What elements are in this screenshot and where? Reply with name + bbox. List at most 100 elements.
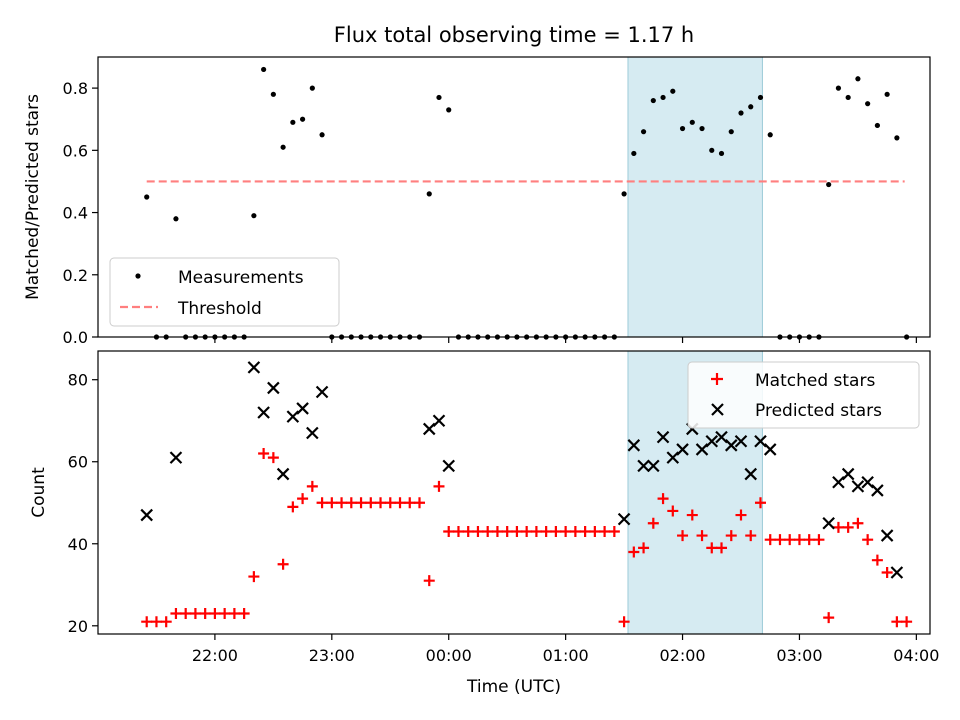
measurement-point <box>621 191 627 197</box>
predicted-stars-point <box>315 385 329 399</box>
top-y-axis-label: Matched/Predicted stars <box>23 94 43 300</box>
matched-stars-point <box>423 575 435 587</box>
matched-stars-point <box>901 616 913 628</box>
measurement-point <box>679 125 686 132</box>
matched-stars-point <box>452 525 464 537</box>
matched-stars-point <box>657 493 669 505</box>
measurement-point <box>689 119 695 125</box>
matched-stars-point <box>141 616 153 628</box>
matched-stars-point <box>267 452 279 464</box>
matched-stars-point <box>199 607 211 619</box>
matched-stars-point <box>472 525 484 537</box>
matched-stars-point <box>784 534 796 546</box>
measurement-point <box>446 107 452 113</box>
measurement-point <box>767 132 773 138</box>
predicted-stars-point <box>744 467 758 481</box>
matched-stars-point <box>677 530 689 542</box>
y-tick-label: 60 <box>68 453 88 472</box>
predicted-stars-point <box>734 434 748 448</box>
matched-stars-point <box>228 607 240 619</box>
predicted-stars-point <box>851 480 865 493</box>
matched-stars-point <box>579 525 591 537</box>
measurement-point <box>290 119 296 125</box>
matched-stars-point <box>599 525 611 537</box>
predicted-stars-point <box>276 467 290 481</box>
predicted-stars-point <box>432 414 446 428</box>
measurement-point <box>660 94 666 101</box>
matched-stars-point <box>521 525 533 537</box>
matched-stars-point <box>238 607 250 619</box>
matched-stars-point <box>413 497 425 509</box>
x-tick-label: 01:00 <box>543 646 589 665</box>
predicted-stars-point <box>647 459 660 473</box>
matched-stars-point <box>316 497 328 509</box>
matched-stars-point <box>345 497 357 509</box>
matched-stars-point <box>277 558 289 570</box>
matched-stars-point <box>462 525 474 537</box>
matched-stars-point <box>375 497 387 509</box>
matched-stars-point <box>355 497 367 509</box>
predicted-stars-point <box>169 451 183 464</box>
predicted-stars-point <box>637 459 650 473</box>
bottom-x-ticks: 22:00 23:00 00:00 01:00 02:00 03:00 04:00 <box>192 634 939 665</box>
matched-stars-point <box>511 525 523 537</box>
measurement-point <box>261 66 267 73</box>
matched-stars-point <box>608 525 620 537</box>
matched-stars-point <box>793 534 805 546</box>
measurement-point <box>826 181 832 188</box>
matched-stars-point <box>638 542 650 554</box>
top-legend: Measurements Threshold <box>109 257 340 327</box>
matched-stars-point <box>842 521 854 533</box>
x-tick-label: 03:00 <box>776 646 822 665</box>
measurement-point <box>144 194 150 200</box>
measurement-point <box>270 91 276 97</box>
matched-stars-point <box>404 497 416 509</box>
top-legend-box <box>109 257 340 327</box>
measurement-point <box>251 213 257 219</box>
predicted-stars-point <box>140 508 153 522</box>
measurement-point <box>845 94 851 101</box>
matched-stars-point <box>745 530 757 542</box>
predicted-stars-point <box>676 443 689 456</box>
legend-predicted-marker <box>711 403 724 416</box>
matched-stars-point <box>287 501 299 513</box>
measurement-point <box>718 150 725 157</box>
legend-measurements-label: Measurements <box>178 268 304 288</box>
measurement-point <box>728 129 734 135</box>
y-tick-label: 0.0 <box>63 328 88 347</box>
matched-stars-points <box>141 448 913 628</box>
measurement-point <box>894 135 900 141</box>
matched-stars-point <box>647 517 659 529</box>
matched-stars-point <box>716 542 728 554</box>
matched-stars-point <box>589 525 601 537</box>
matched-stars-point <box>754 497 766 509</box>
x-tick-label: 23:00 <box>309 646 355 665</box>
matched-stars-point <box>189 607 201 619</box>
measurement-point <box>319 132 325 138</box>
matched-stars-point <box>569 525 581 537</box>
matched-stars-point <box>686 509 698 521</box>
measurement-point <box>640 129 647 135</box>
x-axis-label: Time (UTC) <box>466 677 561 697</box>
highlight-span-top <box>627 56 763 338</box>
matched-stars-point <box>384 497 396 509</box>
predicted-stars-point <box>724 439 738 452</box>
y-tick-label: 80 <box>68 371 88 390</box>
matched-stars-point <box>696 530 708 542</box>
measurement-point <box>173 216 179 222</box>
predicted-stars-point <box>617 512 631 526</box>
measurement-point <box>835 85 842 91</box>
measurement-point <box>709 147 715 153</box>
matched-stars-point <box>540 525 552 537</box>
bottom-y-axis-label: Count <box>29 467 49 518</box>
matched-stars-point <box>160 616 172 628</box>
matched-stars-point <box>764 534 776 546</box>
bottom-y-ticks: 20 40 60 80 <box>68 371 98 636</box>
matched-stars-point <box>336 497 348 509</box>
measurement-point <box>884 91 890 97</box>
matched-stars-point <box>180 607 192 619</box>
predicted-stars-point <box>656 430 670 444</box>
top-plot-frame <box>97 56 931 338</box>
measurement-point <box>865 101 871 107</box>
